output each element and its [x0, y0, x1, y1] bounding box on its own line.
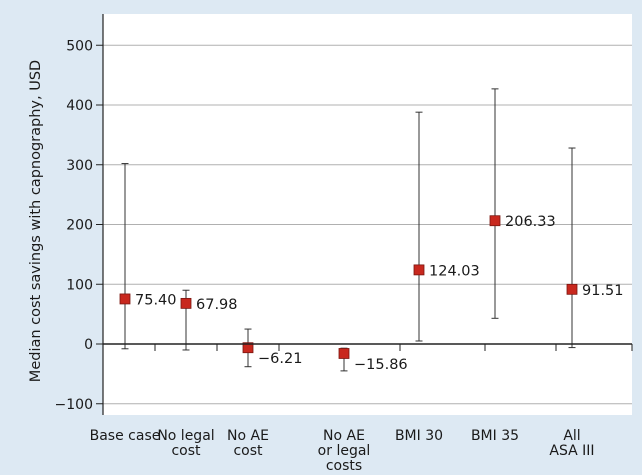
- point-marker: [119, 293, 131, 305]
- value-label: 206.33: [505, 214, 556, 230]
- value-label: 91.51: [582, 283, 624, 299]
- category-label: BMI 30: [395, 428, 443, 444]
- category-label: No AE cost: [227, 428, 269, 459]
- value-labels: 75.40 67.98 −6.21 −15.86 124.03 206.33 91.51: [135, 214, 624, 373]
- value-label: 124.03: [429, 263, 480, 279]
- point-marker: [338, 348, 350, 359]
- y-tick-label: 100: [66, 277, 93, 293]
- plot-area: [103, 14, 632, 415]
- point-marker: [489, 215, 501, 227]
- y-tick-labels: −100 0 100 200 300 400 500: [55, 38, 93, 413]
- y-tick-label: 500: [66, 38, 93, 54]
- point-marker: [566, 283, 578, 295]
- point-marker: [413, 264, 425, 276]
- y-tick-label: 300: [66, 158, 93, 174]
- axes: [96, 14, 633, 415]
- y-tick-label: 200: [66, 218, 93, 234]
- point-marker: [242, 342, 254, 354]
- category-label: All ASA III: [549, 428, 594, 459]
- y-tick-label: 400: [66, 98, 93, 114]
- category-label: No legal cost: [157, 428, 214, 459]
- point-marker: [180, 297, 192, 309]
- y-tick-label: 0: [84, 337, 93, 353]
- gridlines: [103, 44, 632, 405]
- category-label: No AE or legal costs: [318, 428, 371, 474]
- point-markers: [119, 215, 578, 359]
- category-label: Base case: [90, 428, 161, 444]
- y-tick-label: −100: [55, 397, 93, 413]
- range-bars: [121, 88, 576, 372]
- y-axis-title: Median cost savings with capnography, US…: [28, 60, 44, 382]
- value-label: −6.21: [258, 351, 302, 367]
- category-label: BMI 35: [471, 428, 519, 444]
- value-label: 75.40: [135, 292, 177, 308]
- value-label: 67.98: [196, 297, 238, 313]
- value-label: −15.86: [354, 357, 408, 373]
